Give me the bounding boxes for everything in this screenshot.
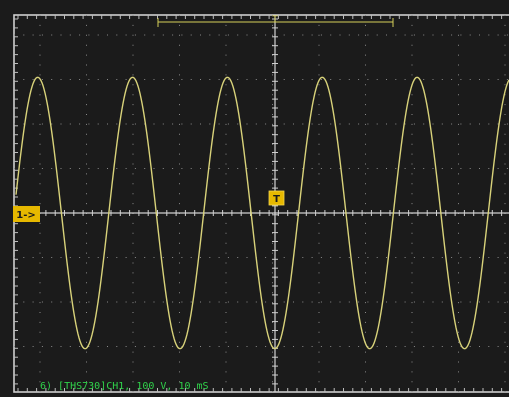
- channel1-waveform: [15, 76, 509, 350]
- status-readout: 6) [THS730]CH1, 100 V, 10 mS: [40, 381, 209, 392]
- channel1-marker-label: 1->: [16, 210, 36, 221]
- trigger-position-bracket[interactable]: T: [157, 15, 394, 27]
- channel1-ground-marker[interactable]: 1->: [13, 206, 40, 222]
- trigger-position-label: T: [271, 15, 278, 25]
- trigger-marker-label: T: [273, 194, 280, 205]
- trigger-marker[interactable]: T: [268, 190, 285, 206]
- graticule-border: [13, 14, 509, 393]
- graticule: [13, 14, 509, 393]
